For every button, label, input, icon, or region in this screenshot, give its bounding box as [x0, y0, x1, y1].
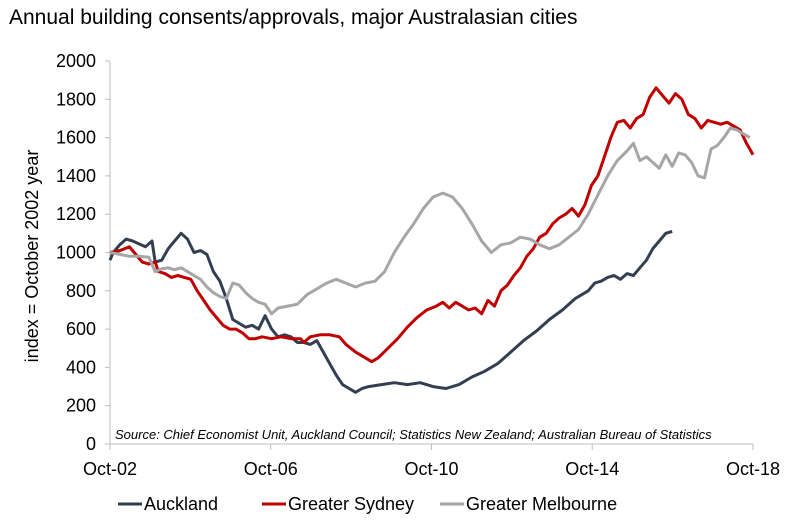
y-axis-label: index = October 2002 year	[22, 150, 42, 363]
y-tick-label: 200	[66, 396, 96, 416]
y-tick-label: 400	[66, 357, 96, 377]
y-tick-label: 1800	[56, 89, 96, 109]
y-tick-label: 1000	[56, 243, 96, 263]
legend: Auckland Greater Sydney Greater Melbourne	[118, 494, 617, 514]
y-tick-label: 1200	[56, 204, 96, 224]
x-tick-label: Oct-02	[83, 459, 137, 479]
y-tick-label: 1600	[56, 128, 96, 148]
y-tick-label: 600	[66, 319, 96, 339]
legend-label: Greater Sydney	[288, 494, 414, 514]
legend-label: Greater Melbourne	[466, 494, 617, 514]
legend-item: Auckland	[118, 494, 218, 514]
y-tick-label: 2000	[56, 51, 96, 71]
chart-title: Annual building consents/approvals, majo…	[9, 6, 578, 29]
series-lines	[108, 86, 755, 394]
y-tick-label: 800	[66, 281, 96, 301]
y-tick-label: 0	[86, 434, 96, 454]
legend-label: Auckland	[144, 494, 218, 514]
series-line-greater-melbourne	[109, 126, 751, 316]
source-annotation: Source: Chief Economist Unit, Auckland C…	[115, 427, 712, 442]
y-tick-label: 1400	[56, 166, 96, 186]
axes: 0 200 400 600 800 1000 1200 1400 1600 1800 2000 Oct…	[56, 51, 780, 479]
legend-item: Greater Melbourne	[440, 494, 617, 514]
series-line-auckland	[108, 229, 673, 394]
x-tick-label: Oct-10	[404, 459, 458, 479]
x-tick-label: Oct-14	[565, 459, 619, 479]
x-tick-label: Oct-18	[726, 459, 780, 479]
x-tick-label: Oct-06	[244, 459, 298, 479]
series-line-greater-sydney	[109, 86, 755, 364]
legend-item: Greater Sydney	[262, 494, 414, 514]
